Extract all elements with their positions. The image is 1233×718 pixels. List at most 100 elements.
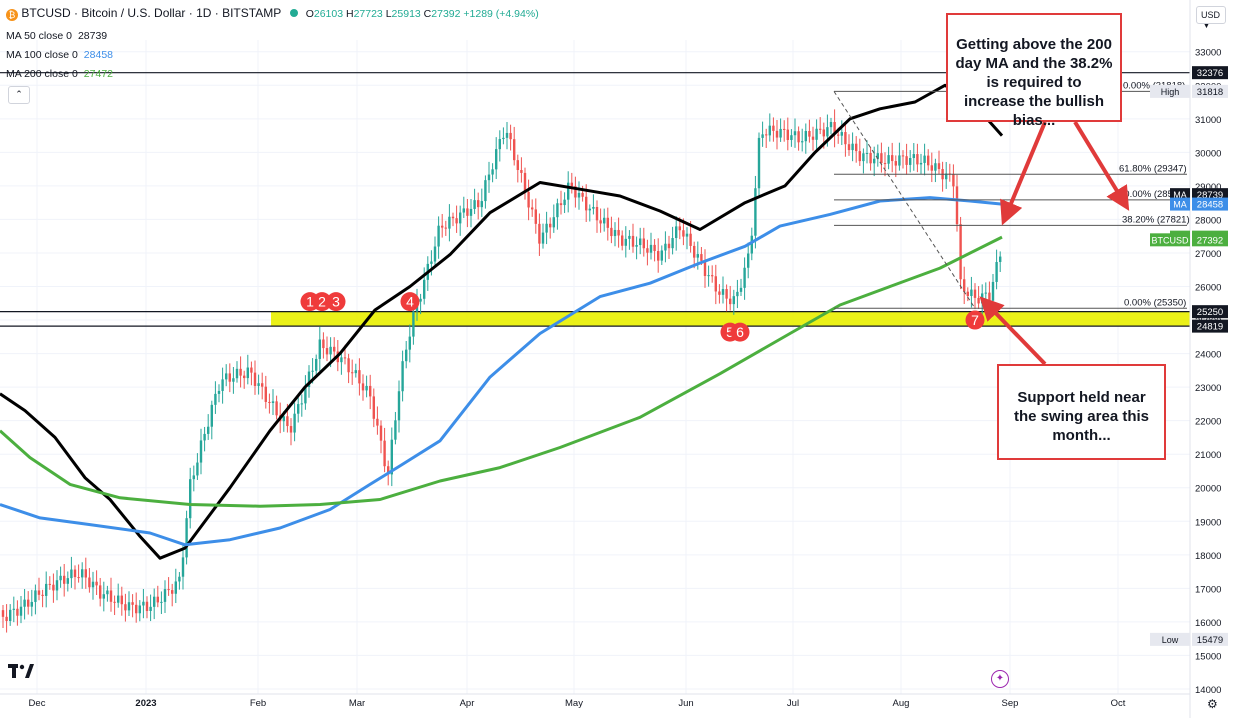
- candle-body: [901, 155, 905, 157]
- candle-body: [772, 125, 775, 131]
- price-tag-value: 28739: [1197, 190, 1223, 201]
- chevron-down-icon: ▼: [1203, 23, 1210, 30]
- y-tick-label: 26000: [1195, 283, 1221, 294]
- candle-body: [354, 370, 357, 374]
- candle-body: [207, 426, 210, 434]
- chart-settings-icon[interactable]: ⚙: [1207, 697, 1218, 711]
- candle-body: [621, 235, 624, 246]
- collapse-legend-button[interactable]: ⌃: [8, 86, 30, 104]
- candle-body: [973, 289, 977, 298]
- market-status-icon: [290, 9, 299, 17]
- candle-body: [786, 129, 789, 140]
- candle-body: [153, 596, 156, 607]
- candle-body: [192, 475, 195, 480]
- price-tag: 32376: [1192, 66, 1228, 80]
- candle-body: [545, 223, 548, 233]
- candle-body: [459, 212, 462, 224]
- candle-body: [167, 589, 170, 591]
- x-tick-label: Sep: [1002, 698, 1019, 709]
- marker-2: 2: [312, 292, 332, 312]
- candle-body: [664, 243, 667, 251]
- price-tag-value: 27392: [1197, 235, 1223, 246]
- candle-body: [102, 594, 105, 599]
- candle-body: [365, 385, 368, 391]
- candle-body: [995, 261, 998, 282]
- candle-body: [639, 238, 642, 246]
- candle-body: [894, 161, 897, 166]
- candle-body: [606, 217, 609, 228]
- candle-body: [412, 311, 415, 337]
- candle-body: [718, 291, 721, 295]
- marker-label: 2: [318, 294, 326, 310]
- candle-body: [178, 576, 181, 582]
- candle-body: [855, 143, 858, 152]
- candle-body: [757, 137, 761, 189]
- candle-body: [873, 158, 876, 164]
- candle-body: [387, 466, 390, 475]
- candle-body: [225, 373, 228, 380]
- candle-body: [891, 155, 894, 162]
- y-tick-label: 24000: [1195, 350, 1221, 361]
- candle-body: [131, 602, 134, 605]
- x-tick-label: May: [565, 698, 583, 709]
- x-tick-label: Jun: [678, 698, 693, 709]
- marker-label: 5: [726, 324, 734, 340]
- price-tag: High 31818: [1150, 84, 1228, 98]
- candle-body: [372, 396, 375, 419]
- y-tick-label: 15000: [1195, 651, 1221, 662]
- candle-body: [966, 291, 969, 297]
- y-tick-label: 18000: [1195, 551, 1221, 562]
- marker-3: 3: [326, 292, 346, 312]
- currency-button[interactable]: USD ▼: [1196, 6, 1226, 30]
- candle-body: [775, 130, 779, 138]
- candle-body: [898, 155, 901, 166]
- price-tag-value-bg: [1192, 305, 1228, 319]
- candle-body: [171, 590, 174, 594]
- candle-body: [318, 339, 321, 359]
- ma50-legend[interactable]: MA 50 close 0 28739: [6, 30, 107, 42]
- ma100-legend-value: 28458: [83, 49, 113, 61]
- candle-body: [124, 604, 127, 611]
- candle-body: [945, 173, 948, 180]
- candle-body: [30, 601, 33, 607]
- candle-body: [293, 413, 296, 433]
- candle-body: [282, 416, 285, 422]
- ma200-legend[interactable]: MA 200 close 0 27472: [6, 68, 113, 80]
- candle-body: [433, 246, 437, 262]
- interval-label[interactable]: 1D: [196, 6, 212, 20]
- price-tag-value: 15479: [1197, 635, 1223, 646]
- candle-body: [822, 129, 825, 137]
- annotation-bottom: Support held near the swing area this mo…: [997, 364, 1166, 460]
- candle-body: [480, 201, 483, 208]
- candle-body: [261, 383, 264, 387]
- candle-body: [963, 279, 966, 292]
- candle-body: [585, 196, 588, 211]
- candle-body: [970, 289, 973, 297]
- candle-body: [246, 367, 249, 379]
- y-tick-label: 21000: [1195, 450, 1221, 461]
- ma100-legend[interactable]: MA 100 close 0 28458: [6, 49, 113, 61]
- candle-body: [912, 154, 915, 159]
- symbol-name[interactable]: BTCUSD: [21, 6, 71, 20]
- candle-body: [41, 594, 44, 596]
- candle-body: [509, 132, 512, 140]
- symbol-description: Bitcoin / U.S. Dollar: [81, 6, 186, 20]
- price-tag-value-bg: [1192, 319, 1228, 333]
- candle-body: [149, 606, 152, 612]
- candle-body: [934, 163, 937, 171]
- candle-body: [729, 298, 732, 305]
- candle-body: [106, 590, 109, 595]
- candle-body: [599, 220, 602, 224]
- candle-body: [916, 154, 919, 165]
- y-tick-label: 23000: [1195, 383, 1221, 394]
- candle-body: [45, 583, 48, 596]
- y-tick-label: 14000: [1195, 685, 1221, 696]
- candle-body: [210, 404, 213, 427]
- candle-body: [923, 155, 926, 163]
- candle-body: [138, 605, 141, 614]
- marker-circle: [730, 322, 750, 342]
- candle-body: [833, 122, 836, 135]
- auto-scale-icon[interactable]: ✦: [991, 670, 1009, 688]
